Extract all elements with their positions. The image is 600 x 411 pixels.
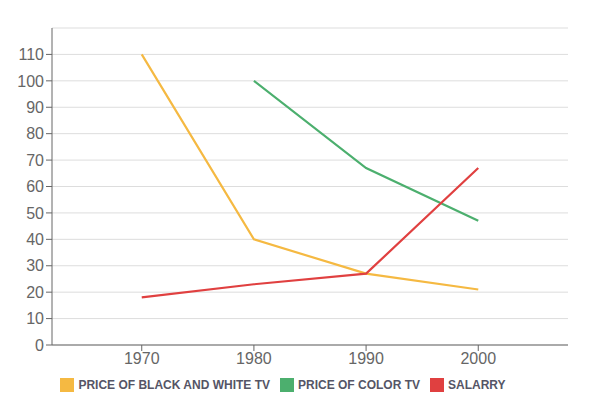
svg-text:70: 70 [26,152,44,169]
svg-text:20: 20 [26,284,44,301]
svg-text:1980: 1980 [236,350,272,367]
svg-text:100: 100 [17,73,44,90]
svg-text:0: 0 [35,337,44,354]
html-text:PRICE OF COLOR TV: PRICE OF COLOR TV [298,378,420,392]
svg-text:60: 60 [26,178,44,195]
svg-text:10: 10 [26,310,44,327]
html-text:SALARRY: SALARRY [448,378,506,392]
svg-text:40: 40 [26,231,44,248]
svg-text:90: 90 [26,99,44,116]
svg-text:1970: 1970 [124,350,160,367]
svg-text:2000: 2000 [460,350,496,367]
svg-text:50: 50 [26,205,44,222]
svg-text:110: 110 [18,46,44,63]
svg-text:1990: 1990 [348,350,384,367]
svg-text:80: 80 [26,125,44,142]
svg-text:30: 30 [26,257,44,274]
html-text:PRICE OF BLACK AND WHITE TV: PRICE OF BLACK AND WHITE TV [78,378,270,392]
